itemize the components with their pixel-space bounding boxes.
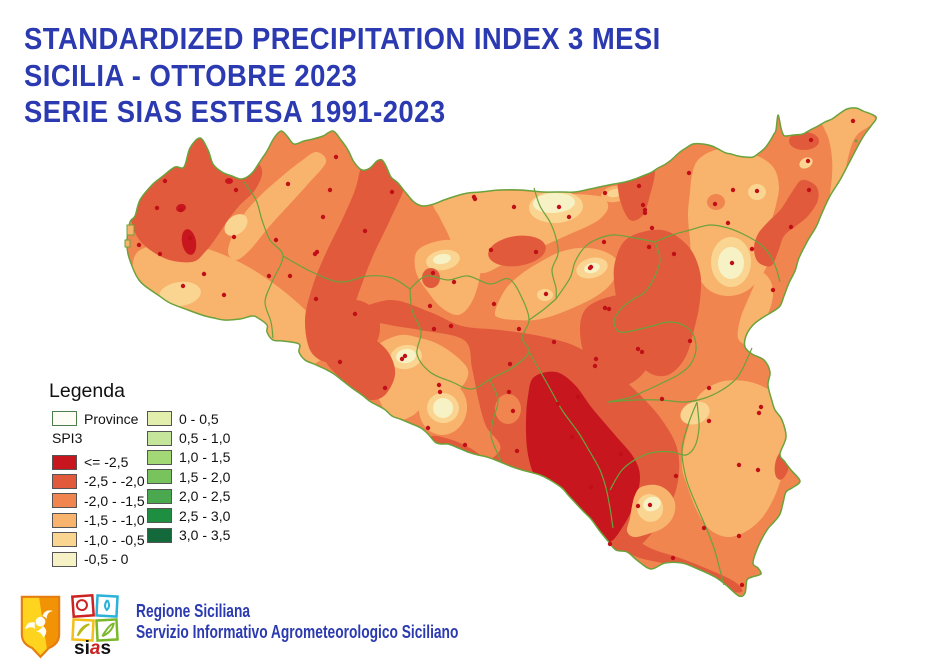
- svg-text:sias: sias: [74, 638, 111, 656]
